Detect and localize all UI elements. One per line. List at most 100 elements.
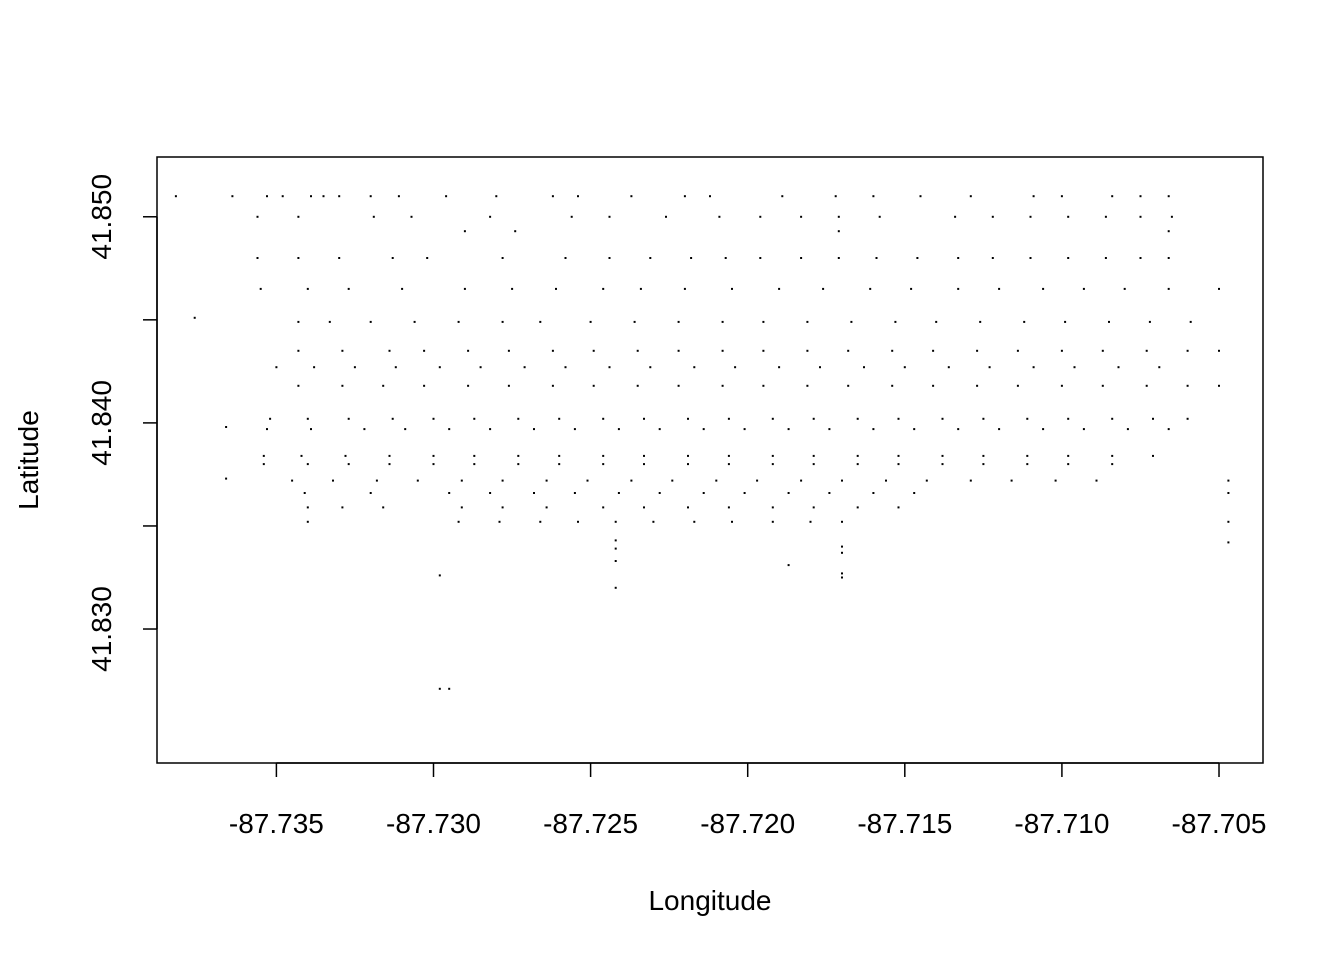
data-point — [982, 463, 985, 466]
data-point — [721, 384, 724, 387]
data-point — [614, 539, 617, 542]
data-point — [193, 316, 196, 319]
data-point — [1101, 349, 1104, 352]
data-point — [910, 287, 913, 290]
data-point — [633, 320, 636, 323]
data-point — [771, 454, 774, 457]
data-point — [501, 506, 504, 509]
data-point — [545, 506, 548, 509]
data-point — [1227, 520, 1230, 523]
data-point — [756, 479, 759, 482]
data-point — [231, 195, 234, 198]
data-point — [690, 257, 693, 259]
data-point — [702, 492, 705, 494]
x-tick-label: -87.725 — [543, 808, 638, 839]
data-point — [297, 384, 300, 387]
x-tick-label: -87.705 — [1172, 808, 1267, 839]
data-point — [872, 492, 875, 494]
data-point — [841, 551, 843, 554]
data-point — [947, 366, 950, 369]
data-point — [869, 287, 872, 290]
data-point — [256, 257, 259, 259]
data-point — [743, 492, 746, 494]
data-point — [375, 479, 378, 482]
data-point — [347, 463, 350, 466]
data-point — [687, 506, 689, 509]
data-point — [1082, 287, 1085, 290]
data-point — [614, 586, 617, 589]
data-point — [834, 195, 837, 198]
data-point — [878, 215, 881, 218]
data-point — [511, 287, 514, 290]
data-point — [976, 349, 979, 352]
data-point — [1010, 479, 1013, 482]
data-point — [382, 506, 385, 509]
data-point — [225, 426, 228, 428]
data-point — [687, 454, 689, 457]
data-point — [727, 463, 730, 466]
data-point — [266, 428, 268, 431]
data-point — [891, 384, 894, 387]
data-point — [759, 257, 762, 259]
data-point — [1073, 366, 1076, 369]
data-point — [636, 349, 639, 352]
data-point — [1139, 215, 1142, 218]
data-point — [401, 287, 404, 290]
data-point — [687, 417, 689, 420]
data-point — [762, 384, 765, 387]
data-point — [558, 417, 561, 420]
data-point — [991, 257, 994, 259]
data-point — [812, 463, 815, 466]
data-point — [1067, 454, 1070, 457]
data-point — [1170, 215, 1173, 218]
data-point — [341, 349, 344, 352]
data-point — [297, 320, 300, 323]
data-point — [397, 195, 400, 198]
data-point — [1101, 384, 1104, 387]
data-point — [715, 479, 718, 482]
data-point — [837, 215, 840, 218]
data-point — [353, 366, 356, 369]
data-point — [328, 320, 331, 323]
data-point — [1186, 349, 1189, 352]
data-point — [564, 366, 567, 369]
data-point — [636, 384, 639, 387]
data-point — [448, 428, 451, 431]
data-point — [925, 479, 928, 482]
data-point — [894, 320, 897, 323]
data-point — [1042, 428, 1045, 431]
data-point — [614, 560, 617, 562]
data-point — [847, 349, 850, 352]
data-point — [445, 195, 448, 198]
data-point — [702, 428, 705, 431]
data-point — [1060, 349, 1063, 352]
data-point — [913, 492, 916, 494]
data-point — [721, 349, 724, 352]
data-point — [800, 479, 803, 482]
data-point — [291, 479, 294, 482]
data-point — [841, 479, 843, 482]
data-point — [991, 215, 994, 218]
data-point — [1152, 454, 1154, 457]
data-point — [693, 366, 696, 369]
data-point — [1026, 417, 1029, 420]
data-point — [586, 479, 589, 482]
data-point — [630, 479, 633, 482]
data-point — [1016, 384, 1019, 387]
data-point — [649, 366, 652, 369]
data-point — [1186, 417, 1189, 420]
data-point — [643, 463, 645, 466]
data-point — [1167, 428, 1170, 431]
data-point — [577, 520, 579, 523]
data-point — [344, 454, 347, 457]
data-point — [602, 506, 605, 509]
data-point — [1167, 195, 1170, 198]
data-point — [897, 454, 900, 457]
data-point — [1218, 287, 1220, 290]
data-point — [1067, 257, 1070, 259]
data-point — [649, 257, 652, 259]
data-point — [306, 520, 309, 523]
data-point — [300, 454, 303, 457]
data-point — [856, 417, 859, 420]
data-point — [460, 506, 463, 509]
